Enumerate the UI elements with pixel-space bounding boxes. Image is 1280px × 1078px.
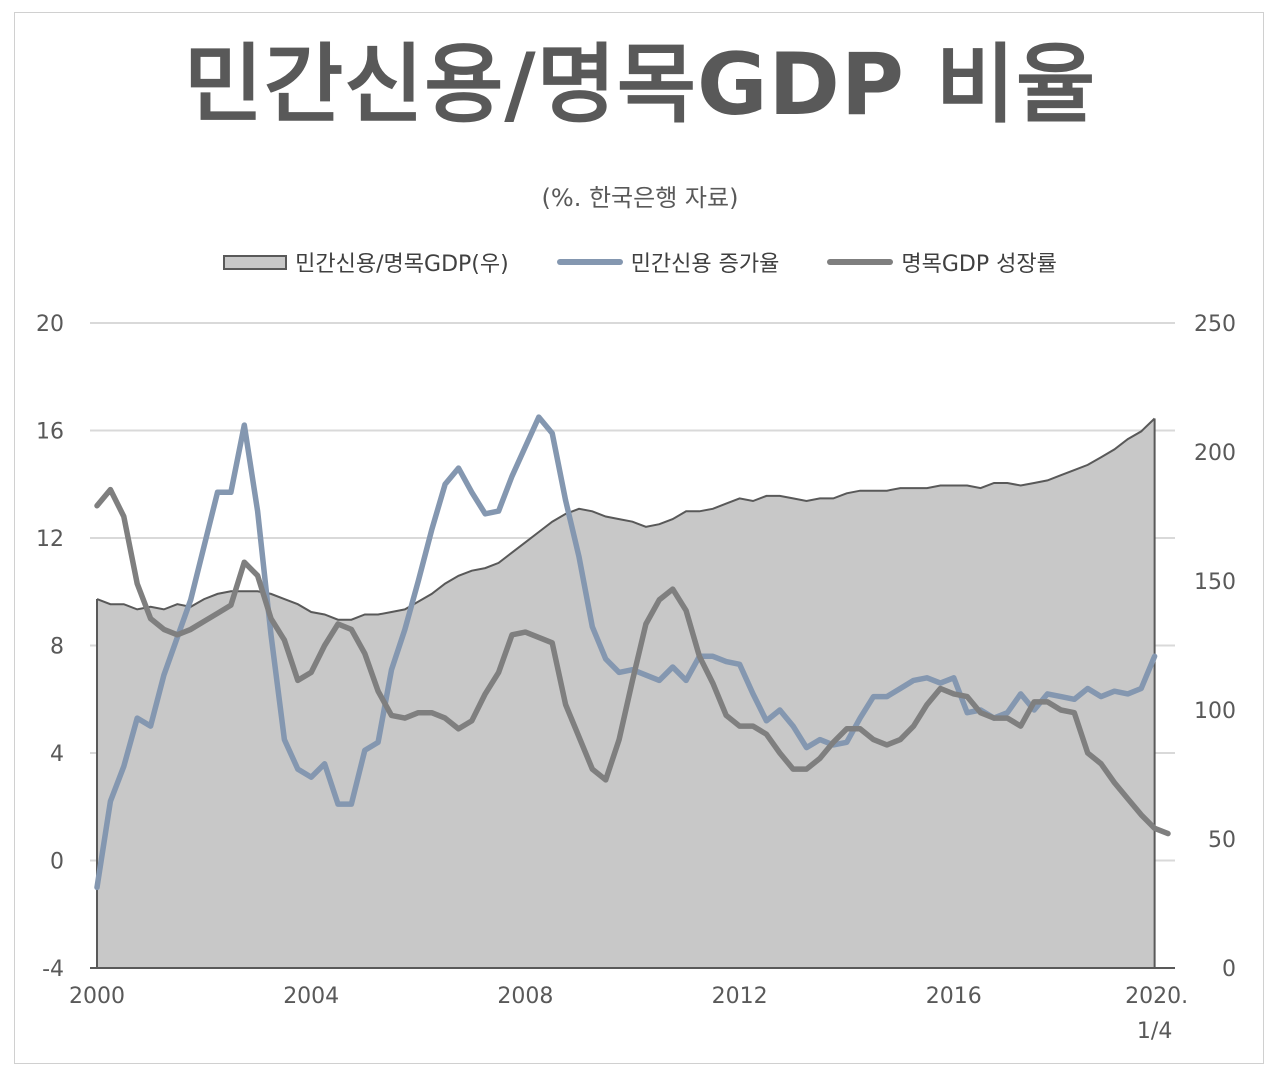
left-tick-label-3: 8	[50, 635, 64, 660]
legend-swatch-gdp-growth	[827, 259, 894, 265]
left-tick-label-6: -4	[42, 957, 64, 982]
area-private-credit-ratio	[97, 418, 1155, 968]
left-tick-label-1: 16	[36, 420, 64, 445]
chart-title: 민간신용/명목GDP 비율	[183, 35, 1097, 135]
legend-item-gdp-growth: 명목GDP 성장률	[827, 246, 1057, 278]
right-tick-label-0: 250	[1194, 312, 1236, 337]
right-tick-label-2: 150	[1194, 570, 1236, 595]
legend-swatch-credit-growth	[556, 259, 623, 265]
left-tick-label-5: 0	[50, 850, 64, 875]
legend: 민간신용/명목GDP(우) 민간신용 증가율 명목GDP 성장률	[0, 246, 1280, 278]
legend-item-ratio: 민간신용/명목GDP(우)	[223, 246, 509, 278]
legend-swatch-ratio	[223, 254, 288, 270]
right-tick-label-5: 0	[1222, 957, 1236, 982]
right-tick-label-1: 200	[1194, 441, 1236, 466]
x-tick-label-last-line1: 2020.	[1125, 984, 1188, 1009]
x-tick-label-4: 2016	[926, 984, 982, 1009]
legend-item-credit-growth: 민간신용 증가율	[556, 246, 780, 278]
area-private-credit-ratio-edge	[96, 417, 1156, 621]
right-tick-label-4: 50	[1208, 828, 1236, 853]
line-nominal-gdp-growth	[94, 486, 1171, 837]
x-tick-label-0: 2000	[69, 984, 125, 1009]
chart-frame	[14, 12, 1264, 1064]
legend-label-credit-growth: 민간신용 증가율	[630, 252, 780, 277]
legend-label-ratio: 민간신용/명목GDP(우)	[295, 252, 509, 277]
right-tick-label-3: 100	[1194, 699, 1236, 724]
left-tick-label-2: 12	[36, 527, 64, 552]
chart-subtitle: (%. 한국은행 자료)	[541, 184, 739, 212]
x-tick-label-1: 2004	[283, 984, 339, 1009]
left-tick-label-4: 4	[50, 742, 64, 767]
legend-label-gdp-growth: 명목GDP 성장률	[901, 252, 1057, 277]
left-tick-label-0: 20	[36, 312, 64, 337]
x-tick-label-3: 2012	[712, 984, 768, 1009]
x-tick-label-last-line2: 1/4	[1137, 1019, 1172, 1044]
x-tick-label-2: 2008	[497, 984, 553, 1009]
